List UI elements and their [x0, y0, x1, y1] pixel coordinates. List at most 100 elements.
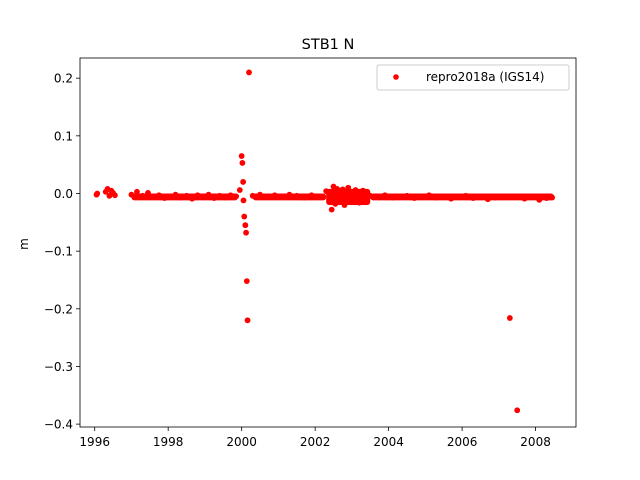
data-point	[249, 192, 256, 199]
data-point	[543, 195, 550, 202]
data-point	[240, 197, 247, 204]
y-tick-label: 0.0	[54, 187, 73, 201]
data-point	[339, 186, 346, 193]
data-point	[470, 195, 477, 202]
data-point	[529, 194, 535, 200]
data-point	[440, 193, 447, 200]
data-point	[308, 192, 315, 199]
x-tick-label: 1998	[153, 435, 184, 449]
data-point	[238, 153, 245, 159]
data-point	[341, 202, 348, 208]
data-point	[348, 197, 355, 204]
data-point	[521, 195, 528, 202]
data-point	[484, 196, 491, 203]
y-tick-label: 0.1	[54, 129, 73, 143]
data-point	[396, 193, 403, 200]
y-axis-label: m	[17, 238, 31, 250]
data-point	[128, 191, 135, 198]
data-point	[216, 192, 223, 199]
data-point	[94, 190, 101, 197]
data-point	[271, 192, 278, 199]
data-point	[139, 192, 146, 199]
chart-title: STB1 N	[302, 37, 355, 53]
plot-frame	[79, 57, 577, 428]
data-point	[279, 194, 285, 200]
y-axis-ticks: 0.2 0.1 0.0 −0.1 −0.2 −0.3 −0.4	[44, 72, 80, 432]
data-point	[455, 194, 462, 200]
data-point	[194, 192, 201, 199]
x-tick-label: 2008	[520, 435, 551, 449]
data-point	[448, 195, 454, 202]
data-point	[301, 194, 308, 201]
data-point	[418, 194, 425, 200]
x-tick-label: 2004	[373, 435, 404, 449]
y-tick-label: −0.4	[44, 418, 73, 432]
y-tick-label: 0.2	[54, 72, 73, 86]
data-point	[315, 193, 322, 200]
data-point	[172, 191, 179, 198]
x-axis-ticks: 1996 1998 2000 2002 2004 2006 2008	[79, 427, 551, 449]
data-point	[514, 407, 521, 414]
data-point	[345, 184, 352, 191]
data-point	[189, 195, 195, 202]
data-point	[211, 195, 218, 202]
data-point	[426, 192, 432, 199]
data-point	[549, 194, 556, 201]
data-point	[156, 192, 162, 199]
data-point	[356, 199, 363, 206]
data-point	[222, 194, 229, 201]
data-point	[257, 191, 263, 198]
legend-label: repro2018a (IGS14)	[426, 70, 544, 84]
data-point	[236, 187, 243, 193]
legend-marker	[393, 74, 399, 80]
data-point	[352, 187, 359, 193]
data-point	[506, 315, 513, 321]
data-point	[286, 191, 293, 198]
data-point	[264, 193, 271, 200]
data-point	[240, 179, 247, 185]
y-tick-label: −0.2	[44, 302, 73, 316]
data-point	[239, 160, 246, 166]
x-tick-label: 2006	[447, 435, 478, 449]
data-point	[246, 69, 252, 76]
legend: repro2018a (IGS14)	[376, 64, 570, 91]
data-point	[200, 194, 206, 200]
data-point	[374, 194, 381, 200]
legend-box	[376, 64, 570, 91]
data-point	[150, 194, 157, 200]
data-point	[134, 188, 140, 195]
data-point	[323, 188, 330, 195]
data-point	[178, 194, 184, 201]
data-point	[293, 192, 300, 199]
data-point	[328, 206, 335, 213]
data-point	[242, 222, 249, 229]
data-point	[462, 192, 469, 199]
data-point	[205, 191, 212, 198]
data-point	[233, 193, 240, 200]
data-point	[360, 187, 366, 194]
data-point	[492, 194, 499, 201]
data-point	[244, 317, 251, 324]
data-point	[536, 196, 543, 203]
data-point	[382, 192, 388, 199]
data-point	[389, 194, 396, 201]
data-point	[183, 192, 190, 199]
data-point	[145, 190, 151, 196]
data-point	[243, 229, 249, 236]
data-point	[112, 192, 118, 199]
data-point	[334, 185, 341, 192]
data-point	[332, 200, 339, 207]
x-tick-label: 2000	[226, 435, 257, 449]
data-point	[167, 193, 173, 200]
y-tick-label: −0.1	[44, 245, 73, 259]
y-tick-label: −0.3	[44, 360, 73, 374]
data-point	[411, 195, 418, 202]
data-point	[227, 192, 234, 199]
data-point	[161, 195, 168, 202]
data-point	[477, 194, 484, 200]
data-point	[243, 278, 250, 285]
data-point	[433, 194, 440, 201]
data-points	[93, 69, 556, 414]
x-tick-label: 1996	[79, 435, 110, 449]
